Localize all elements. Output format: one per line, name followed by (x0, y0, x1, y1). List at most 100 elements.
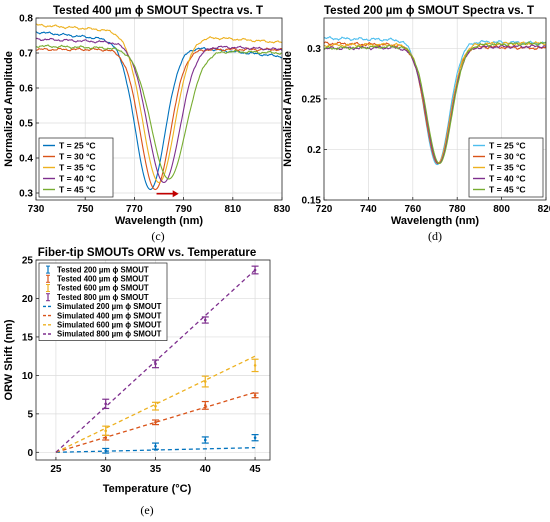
x-tick-label: 35 (150, 464, 162, 475)
data-point (154, 362, 157, 366)
x-tick-label: 800 (493, 204, 510, 215)
legend-entry: T = 25 °C (489, 141, 526, 151)
chart-title-c: Tested 400 µm ϕ SMOUT Spectra vs. T (53, 5, 263, 17)
shift-arrow (156, 190, 179, 198)
panel-c: Tested 400 µm ϕ SMOUT Spectra vs. T 730 7… (3, 5, 291, 243)
spectrum-line-2 (35, 47, 283, 191)
legend-entry: T = 30 °C (489, 152, 526, 162)
x-axis-label-e: Temperature (°C) (103, 483, 192, 495)
spectrum-line-5 (35, 44, 283, 180)
y-tick-label: 0.2 (307, 145, 321, 156)
y-tick-label: 25 (22, 256, 34, 267)
data-point (253, 364, 257, 367)
y-tick-label: 0.15 (302, 196, 322, 207)
legend-entry: T = 30 °C (59, 152, 96, 162)
plot-frame-d (323, 17, 547, 201)
data-point (253, 436, 257, 439)
x-tick-label: 810 (224, 204, 241, 215)
data-point (154, 444, 157, 448)
spectrum-line-4 (35, 37, 283, 184)
y-tick-labels-e: 0 5 10 15 20 25 (22, 256, 34, 459)
y-tick-label: 0.3 (307, 44, 321, 55)
panel-label-e: (e) (140, 503, 153, 517)
simulated-line-1 (55, 447, 256, 453)
series-lines-d (323, 35, 547, 166)
legend-entry: Tested 200 µm ϕ SMOUT (57, 265, 149, 274)
simulated-line-3 (55, 355, 256, 453)
y-axis-label-d: Normalized Amplitude (282, 51, 294, 167)
y-tick-label: 5 (27, 409, 33, 420)
legend-entry: Simulated 200 µm ϕ SMOUT (57, 302, 162, 311)
x-tick-label: 740 (360, 204, 377, 215)
y-axis-label-c: Normalized Amplitude (3, 51, 15, 167)
legend-entry: Simulated 600 µm ϕ SMOUT (57, 321, 162, 330)
y-axis-label-e: ORW Shift (nm) (3, 319, 15, 400)
y-tick-label: 0.25 (302, 94, 322, 105)
y-tick-label: 10 (22, 371, 34, 382)
legend-entry: T = 35 °C (59, 163, 96, 173)
legend-entry: T = 40 °C (489, 174, 526, 184)
x-tick-label: 720 (316, 204, 333, 215)
x-tick-label: 830 (274, 204, 291, 215)
legend-c: T = 25 °CT = 30 °CT = 35 °CT = 40 °CT = … (38, 137, 114, 198)
plot-frame-e (35, 259, 271, 461)
spectrum-line-5 (323, 41, 547, 165)
spectrum-line-2 (323, 41, 547, 165)
y-tick-label: 0.3 (19, 189, 33, 200)
x-axis-label-c: Wavelength (nm) (115, 215, 204, 227)
chart-title-d: Tested 200 µm ϕ SMOUT Spectra vs. T (324, 5, 534, 17)
y-tick-label: 15 (22, 332, 34, 343)
legend-entry: T = 45 °C (489, 185, 526, 195)
chart-title-e: Fiber-tip SMOUTs ORW vs. Temperature (38, 247, 257, 259)
y-tick-label: 0 (27, 448, 33, 459)
x-tick-label: 770 (126, 204, 143, 215)
y-tick-label: 0.7 (19, 49, 33, 60)
spectrum-line-1 (35, 31, 283, 191)
legend-entry: Tested 800 µm ϕ SMOUT (57, 293, 149, 302)
y-tick-label: 20 (22, 294, 34, 305)
legend-entry: Tested 400 µm ϕ SMOUT (57, 275, 149, 284)
y-tick-label: 0.6 (19, 84, 33, 95)
panel-label-c: (c) (151, 229, 164, 243)
legend-entry: T = 45 °C (59, 185, 96, 195)
panel-label-d: (d) (428, 229, 442, 243)
y-tick-label: 0.4 (19, 154, 33, 165)
legend-entry: T = 35 °C (489, 163, 526, 173)
data-point (203, 380, 207, 383)
data-point (104, 402, 108, 406)
legend-entry: T = 40 °C (59, 174, 96, 184)
panel-e: Fiber-tip SMOUTs ORW vs. Temperature 25 3… (3, 247, 271, 517)
y-tick-labels-c: 0.3 0.4 0.5 0.6 0.7 0.8 (19, 14, 33, 200)
series-e (55, 265, 259, 454)
legend-entry: Tested 600 µm ϕ SMOUT (57, 284, 149, 293)
x-tick-label: 30 (100, 464, 112, 475)
legend-entry: T = 25 °C (59, 141, 96, 151)
x-tick-label: 760 (404, 204, 421, 215)
y-tick-label: 0.5 (19, 119, 33, 130)
data-point (104, 436, 108, 439)
legend-box (38, 262, 168, 341)
legend-d: T = 25 °CT = 30 °CT = 35 °CT = 40 °CT = … (468, 137, 544, 198)
data-point (104, 429, 108, 433)
legend-entry: Simulated 800 µm ϕ SMOUT (57, 330, 162, 339)
data-point (154, 404, 157, 408)
x-tick-label: 40 (200, 464, 212, 475)
x-tick-label: 45 (250, 464, 262, 475)
data-point (203, 438, 207, 442)
x-tick-label: 790 (175, 204, 192, 215)
x-axis-label-d: Wavelength (nm) (391, 215, 480, 227)
data-point (203, 318, 207, 322)
x-tick-labels-d: 720 740 760 780 800 820 (316, 204, 550, 215)
x-tick-labels-c: 730 750 770 790 810 830 (28, 204, 291, 215)
spectrum-line-3 (35, 23, 283, 184)
data-point (253, 394, 257, 397)
x-tick-label: 750 (77, 204, 94, 215)
data-point (104, 449, 108, 453)
series-lines-c (35, 23, 283, 191)
x-tick-label: 25 (50, 464, 62, 475)
data-point (203, 404, 207, 407)
data-point (253, 268, 257, 272)
y-tick-label: 0.8 (19, 14, 33, 25)
